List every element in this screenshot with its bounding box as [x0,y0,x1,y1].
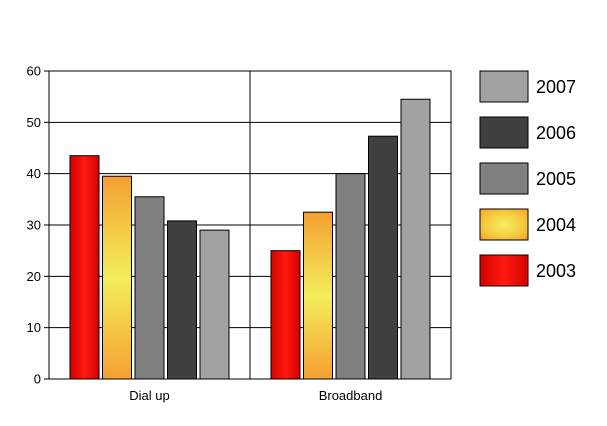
bar-broadband-2007 [400,98,431,380]
legend-label-2005: 2005 [536,169,576,189]
plot-frame [48,70,452,380]
x-category-label: Dial up [129,388,169,403]
x-category-label: Broadband [319,388,383,403]
bar-dial-up-2006 [167,220,197,380]
axes [44,70,452,380]
bar-broadband-2005 [335,173,366,380]
bar-dial-up-2007 [199,229,230,380]
legend-label-2006: 2006 [536,123,576,143]
legend-label-2007: 2007 [536,77,576,97]
y-tick-label-30: 30 [27,218,41,233]
y-tick-label-10: 10 [27,320,41,335]
y-tick-label-40: 40 [27,166,41,181]
bar-dial-up-2004 [102,175,132,380]
legend-swatch-2004 [479,208,529,241]
y-tick-label-0: 0 [34,372,41,387]
bar-dial-up-2003 [69,155,100,380]
y-tick-label-50: 50 [27,115,41,130]
legend-label-2004: 2004 [536,215,576,235]
legend-swatch-2005 [479,162,529,195]
bar-dial-up-2005 [134,196,165,380]
legend-label-2003: 2003 [536,261,576,281]
y-tick-label-60: 60 [27,64,41,79]
legend-swatch-2003 [479,254,529,287]
legend: 2007 2006 2005 2004 2003 [479,70,576,287]
bar-broadband-2003 [270,250,301,380]
y-tick-label-20: 20 [27,269,41,284]
legend-swatch-2007 [479,70,529,103]
x-category-labels: Dial up Broadband [129,388,382,403]
legend-swatch-2006 [479,116,529,149]
bar-broadband-2004 [303,211,333,380]
bars [69,98,431,380]
y-tick-labels: 0 10 20 30 40 50 60 [27,64,41,387]
bar-broadband-2006 [368,135,398,380]
